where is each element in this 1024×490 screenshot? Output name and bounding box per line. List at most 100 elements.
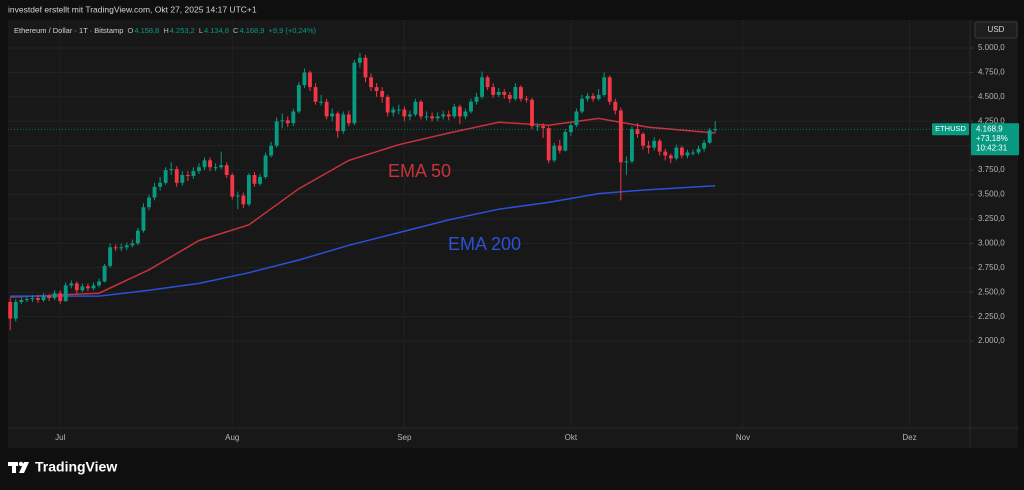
candle-body xyxy=(691,152,695,154)
candle-body xyxy=(424,116,429,118)
candle-body xyxy=(135,230,140,244)
candle-body xyxy=(302,72,307,86)
candle-body xyxy=(463,111,468,117)
currency-button[interactable] xyxy=(974,21,1018,39)
candle-body xyxy=(469,101,473,112)
header-ohlc-value: 4.158,8 xyxy=(134,26,159,35)
candle-body xyxy=(568,125,573,133)
candle-body xyxy=(602,77,607,95)
candle-body xyxy=(580,98,584,112)
candle-body xyxy=(41,296,46,301)
candle-body xyxy=(535,126,540,128)
candle-body xyxy=(407,114,412,117)
candle-body xyxy=(335,113,340,132)
candle-body xyxy=(480,77,485,97)
candle-body xyxy=(147,197,151,208)
y-tick-label: 2.750,0 xyxy=(978,263,1005,272)
price-box-price: 4.168,9 xyxy=(976,124,1003,133)
candle-body xyxy=(452,106,457,117)
y-tick-label: 4.750,0 xyxy=(978,68,1005,77)
candle-body xyxy=(241,195,246,205)
candle-body xyxy=(629,129,634,162)
candle-body xyxy=(385,96,390,113)
logo-mark xyxy=(19,462,29,473)
y-tick-label: 5.000,0 xyxy=(978,43,1005,52)
x-tick-label: Okt xyxy=(565,433,578,442)
candle-body xyxy=(108,247,113,266)
candle-body xyxy=(185,175,190,177)
ema-line xyxy=(10,185,716,297)
candle-body xyxy=(319,101,324,103)
candle-body xyxy=(357,57,362,63)
candle-body xyxy=(213,167,218,169)
y-tick-label: 2.000,0 xyxy=(978,336,1005,345)
candle-body xyxy=(352,62,357,124)
price-symbol-box xyxy=(932,123,969,136)
header-change: +9,9 (+0,24%) xyxy=(268,26,316,35)
candle-body xyxy=(97,281,101,286)
header-ohlc-value: 4.134,8 xyxy=(204,26,229,35)
candle-body xyxy=(402,109,407,117)
header-ohlc-key: L xyxy=(199,26,203,35)
candle-body xyxy=(530,99,534,127)
candle-body xyxy=(491,87,496,95)
candle-body xyxy=(652,140,657,148)
header-ohlc-key: O xyxy=(127,26,133,35)
logo-mark xyxy=(12,462,16,473)
candle-body xyxy=(80,286,85,291)
candle-body xyxy=(346,114,351,124)
candle-body xyxy=(552,145,557,161)
ema-line xyxy=(10,117,716,298)
candle-body xyxy=(713,129,718,131)
candle-body xyxy=(657,140,662,152)
candle-body xyxy=(274,121,279,146)
candle-body xyxy=(74,283,79,291)
candle-body xyxy=(446,114,451,117)
candle-body xyxy=(419,101,423,117)
candle-body xyxy=(624,161,629,163)
candle-body xyxy=(141,207,146,231)
candle-body xyxy=(258,176,262,184)
ema-label: EMA 200 xyxy=(448,234,521,254)
header-ohlc-key: C xyxy=(233,26,239,35)
header-ohlc-value: 4.168,9 xyxy=(239,26,264,35)
currency-label[interactable]: USD xyxy=(988,25,1005,34)
candle-body xyxy=(91,285,96,289)
candle-body xyxy=(607,77,612,102)
x-tick-label: Jul xyxy=(55,433,65,442)
chart-panel xyxy=(8,20,1018,448)
candle-body xyxy=(679,147,684,156)
candle-body xyxy=(707,130,712,143)
candle-body xyxy=(85,286,90,289)
candle-body xyxy=(574,111,579,126)
candle-body xyxy=(513,87,518,99)
candle-body xyxy=(191,171,196,176)
logo-mark xyxy=(18,461,24,467)
candle-body xyxy=(474,96,479,102)
candle-body xyxy=(63,285,68,302)
candle-body xyxy=(124,245,129,248)
candle-body xyxy=(330,113,335,117)
candle-body xyxy=(674,147,679,159)
candle-body xyxy=(208,160,213,168)
candle-body xyxy=(269,145,274,156)
candle-body xyxy=(296,85,301,112)
y-tick-label: 2.250,0 xyxy=(978,312,1005,321)
candle-body xyxy=(308,72,312,88)
candle-body xyxy=(180,175,185,183)
candle-body xyxy=(102,265,107,282)
candle-body xyxy=(369,77,373,88)
candle-body xyxy=(396,109,401,111)
x-tick-label: Sep xyxy=(397,433,412,442)
candle-body xyxy=(30,298,35,300)
candle-body xyxy=(169,169,174,171)
candle-body xyxy=(24,299,29,301)
candle-body xyxy=(341,114,346,132)
header-ohlc-value: 4.253,2 xyxy=(170,26,195,35)
candle-body xyxy=(263,155,268,177)
candle-body xyxy=(485,77,490,88)
candle-body xyxy=(313,87,318,102)
candle-body xyxy=(596,94,601,99)
candle-body xyxy=(291,111,296,124)
